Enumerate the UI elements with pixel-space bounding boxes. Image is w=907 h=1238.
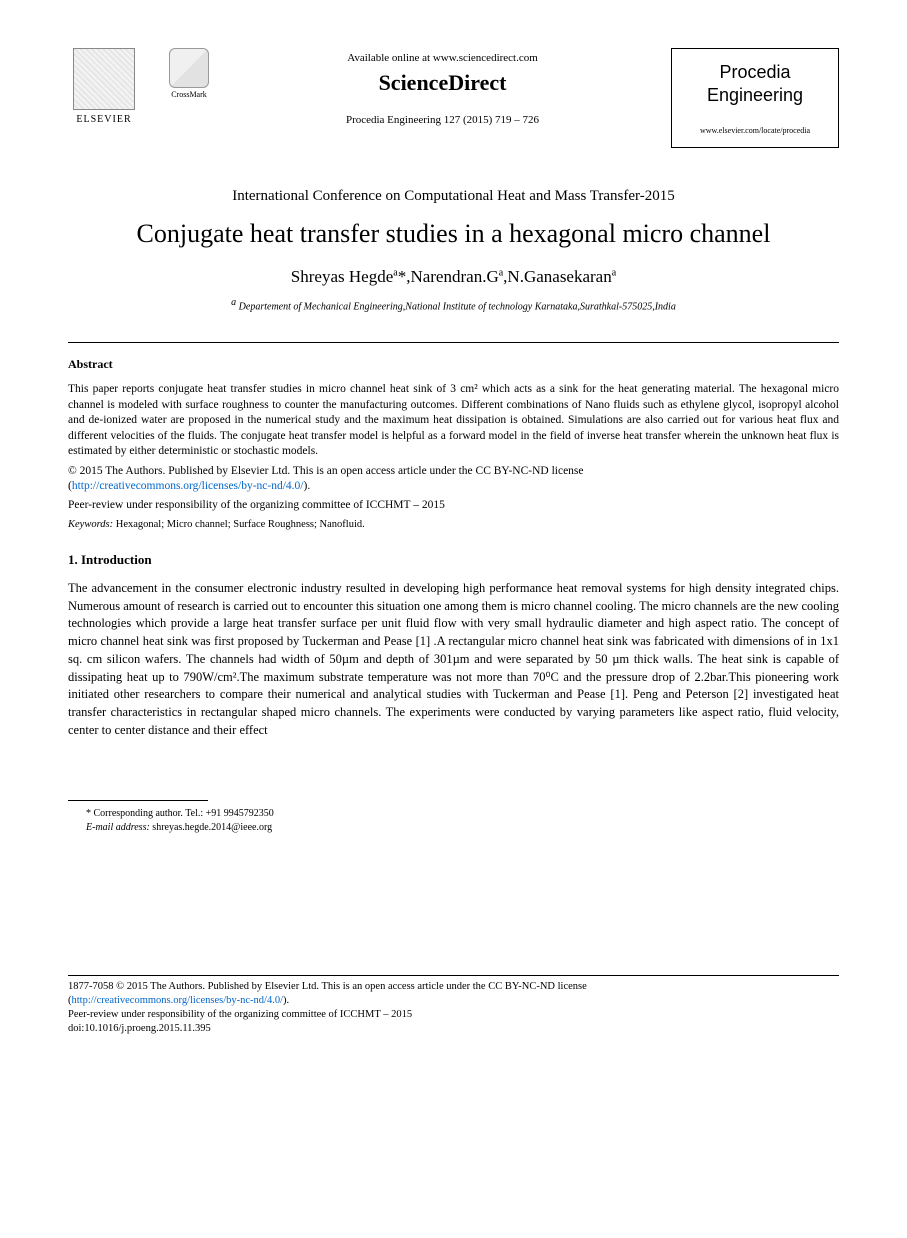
footnote-email-label: E-mail address: [86, 822, 150, 833]
conference-name: International Conference on Computationa… [68, 188, 839, 205]
crossmark-icon [169, 48, 209, 88]
available-online-text: Available online at www.sciencedirect.co… [214, 52, 671, 64]
footnote-rule [68, 800, 208, 801]
keywords-text: Hexagonal; Micro channel; Surface Roughn… [113, 519, 365, 530]
introduction-body: The advancement in the consumer electron… [68, 580, 839, 740]
keywords-line: Keywords: Hexagonal; Micro channel; Surf… [68, 519, 839, 530]
page-header: ELSEVIER CrossMark Available online at w… [68, 48, 839, 148]
footnote-email: shreyas.hegde.2014@ieee.org [152, 822, 272, 833]
keywords-label: Keywords: [68, 519, 113, 530]
author-1: Shreyas Hegde [291, 267, 393, 286]
footer-doi: doi:10.1016/j.proeng.2015.11.395 [68, 1022, 839, 1036]
abstract-body: This paper reports conjugate heat transf… [68, 382, 839, 460]
author-2-sup: a [499, 267, 503, 278]
footnote-corresponding: * Corresponding author. Tel.: +91 994579… [86, 807, 839, 821]
author-2: Narendran.G [410, 267, 498, 286]
divider-top [68, 342, 839, 343]
affiliation-line: a Departement of Mechanical Engineering,… [68, 297, 839, 312]
abstract-heading: Abstract [68, 357, 839, 372]
elsevier-label: ELSEVIER [76, 114, 131, 125]
journal-box: Procedia Engineering www.elsevier.com/lo… [671, 48, 839, 148]
corresponding-author-footnote: * Corresponding author. Tel.: +91 994579… [68, 807, 839, 835]
author-1-mark: * [398, 267, 407, 286]
footer-license-link[interactable]: http://creativecommons.org/licenses/by-n… [72, 995, 284, 1006]
crossmark-label: CrossMark [171, 90, 207, 99]
citation-line: Procedia Engineering 127 (2015) 719 – 72… [214, 114, 671, 126]
journal-name: Procedia Engineering [682, 61, 828, 106]
copyright-text: © 2015 The Authors. Published by Elsevie… [68, 465, 584, 477]
affiliation-text: Departement of Mechanical Engineering,Na… [236, 301, 676, 312]
elsevier-tree-icon [73, 48, 135, 110]
peer-review-line: Peer-review under responsibility of the … [68, 499, 839, 511]
header-center: Available online at www.sciencedirect.co… [214, 48, 671, 126]
authors-line: Shreyas Hegdea*,Narendran.Ga,N.Ganasekar… [68, 267, 839, 287]
journal-name-line1: Procedia [719, 62, 790, 82]
paper-title: Conjugate heat transfer studies in a hex… [68, 219, 839, 249]
header-left-logos: ELSEVIER CrossMark [68, 48, 214, 132]
introduction-heading: 1. Introduction [68, 552, 839, 568]
footer-divider [68, 975, 839, 976]
journal-name-line2: Engineering [707, 85, 803, 105]
elsevier-logo: ELSEVIER [68, 48, 140, 132]
license-link[interactable]: http://creativecommons.org/licenses/by-n… [72, 480, 304, 492]
author-3-sup: a [612, 267, 616, 278]
page-footer: 1877-7058 © 2015 The Authors. Published … [68, 975, 839, 1037]
crossmark-badge[interactable]: CrossMark [164, 48, 214, 99]
author-3: N.Ganasekaran [507, 267, 611, 286]
footer-peer-review: Peer-review under responsibility of the … [68, 1008, 839, 1022]
sciencedirect-logo-text: ScienceDirect [214, 70, 671, 96]
abstract-copyright: © 2015 The Authors. Published by Elsevie… [68, 464, 839, 495]
journal-url: www.elsevier.com/locate/procedia [682, 126, 828, 135]
footer-copyright: 1877-7058 © 2015 The Authors. Published … [68, 980, 839, 994]
